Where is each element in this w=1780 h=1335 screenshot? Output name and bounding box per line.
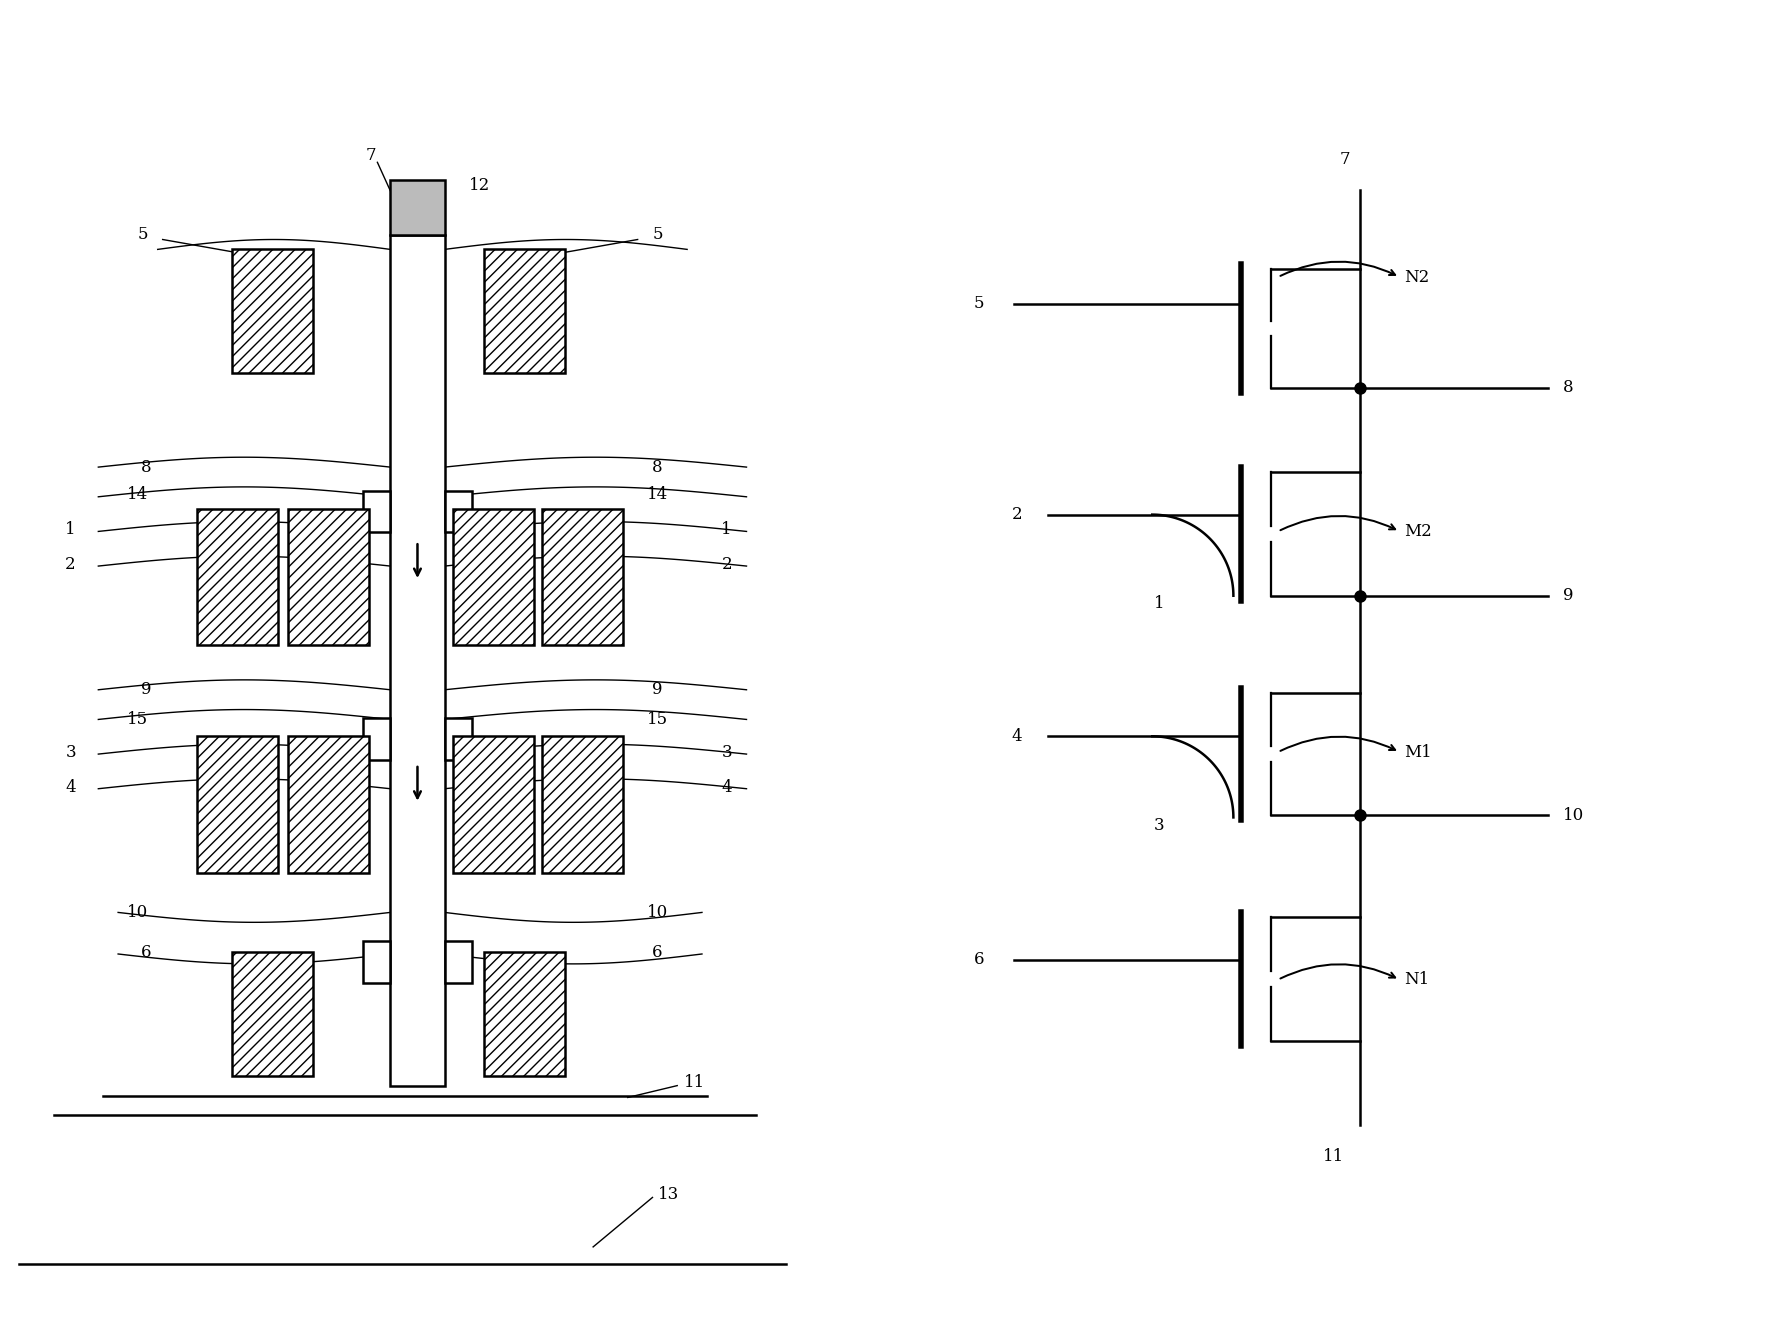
Text: 1: 1 — [721, 521, 732, 538]
Bar — [288, 737, 370, 873]
Text: 6: 6 — [974, 952, 984, 968]
Text: 10: 10 — [1563, 806, 1584, 824]
Bar — [231, 952, 313, 1076]
Text: M2: M2 — [1404, 523, 1433, 539]
Bar — [288, 509, 370, 645]
Bar — [198, 509, 278, 645]
Text: 11: 11 — [684, 1075, 705, 1091]
Text: N2: N2 — [1404, 268, 1429, 286]
Bar — [541, 509, 623, 645]
Text: 1: 1 — [66, 521, 77, 538]
Text: 8: 8 — [651, 459, 662, 475]
Text: 10: 10 — [128, 904, 148, 921]
Text: 6: 6 — [651, 944, 662, 960]
Text: 2: 2 — [66, 555, 77, 573]
Bar — [363, 718, 390, 760]
Text: 8: 8 — [141, 459, 151, 475]
Bar — [452, 737, 534, 873]
Text: 4: 4 — [66, 780, 77, 796]
Bar — [445, 941, 472, 983]
Text: 5: 5 — [651, 226, 662, 243]
Bar — [445, 491, 472, 533]
Bar — [363, 491, 390, 533]
Text: 6: 6 — [141, 944, 151, 960]
Text: N1: N1 — [1404, 972, 1429, 988]
Text: 7: 7 — [365, 147, 376, 164]
Text: 2: 2 — [1011, 506, 1022, 523]
Bar — [452, 509, 534, 645]
Text: 4: 4 — [721, 780, 732, 796]
Bar — [484, 250, 566, 372]
Bar — [390, 180, 445, 235]
Bar — [390, 235, 445, 1085]
Text: 14: 14 — [128, 486, 148, 503]
Text: 15: 15 — [646, 712, 668, 728]
Bar — [198, 737, 278, 873]
Text: 3: 3 — [1153, 817, 1164, 834]
Text: 2: 2 — [721, 555, 732, 573]
Bar — [541, 737, 623, 873]
Text: 1: 1 — [1153, 595, 1164, 613]
Bar — [484, 952, 566, 1076]
Text: 10: 10 — [646, 904, 668, 921]
Text: 9: 9 — [141, 681, 151, 698]
Text: 9: 9 — [1563, 587, 1574, 605]
Bar — [231, 250, 313, 372]
Text: 13: 13 — [657, 1185, 678, 1203]
Text: 12: 12 — [470, 176, 491, 194]
Text: 3: 3 — [721, 744, 732, 761]
Text: M1: M1 — [1404, 744, 1433, 761]
Text: 4: 4 — [1011, 728, 1022, 745]
Text: 11: 11 — [1323, 1148, 1344, 1165]
Text: 3: 3 — [66, 744, 77, 761]
Bar — [363, 941, 390, 983]
Text: 14: 14 — [646, 486, 668, 503]
Text: 5: 5 — [974, 295, 984, 312]
Text: 8: 8 — [1563, 379, 1574, 396]
Text: 7: 7 — [1340, 151, 1351, 168]
Text: 9: 9 — [651, 681, 662, 698]
Text: 5: 5 — [137, 226, 148, 243]
Text: 15: 15 — [128, 712, 148, 728]
Bar — [445, 718, 472, 760]
